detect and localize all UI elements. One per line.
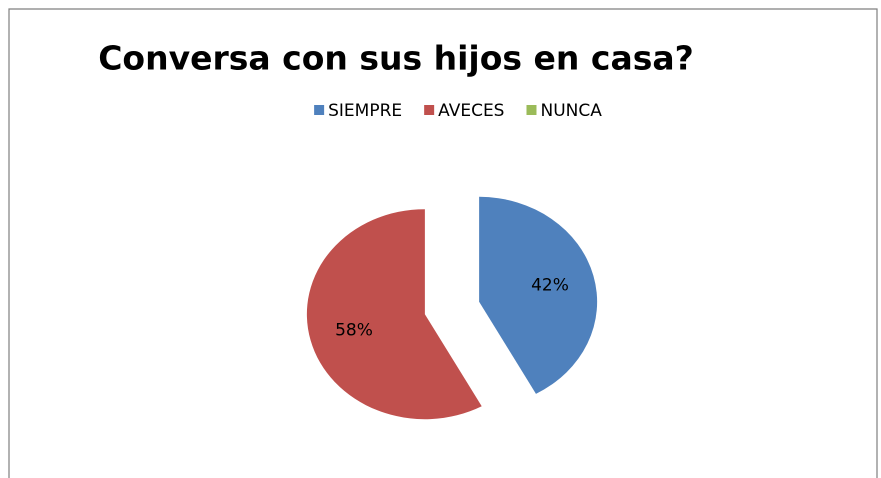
chart-border	[8, 8, 878, 478]
legend-label: SIEMPRE	[328, 101, 402, 121]
legend-swatch	[314, 105, 325, 115]
data-label: 42%	[531, 276, 569, 296]
legend-swatch	[526, 105, 537, 115]
pie-slice	[479, 196, 598, 394]
legend-swatch	[424, 105, 435, 115]
chart-title: Conversa con sus hijos en casa?	[98, 39, 694, 78]
data-label: 58%	[335, 320, 373, 340]
pie-slice	[306, 209, 482, 420]
legend-label: AVECES	[438, 101, 504, 121]
legend-label: NUNCA	[540, 101, 602, 121]
